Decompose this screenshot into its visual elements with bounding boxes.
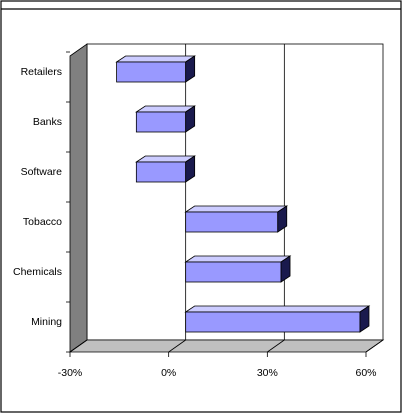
floor-gridline: [365, 339, 384, 353]
x-tick-label: 0%: [161, 367, 176, 379]
bar: [135, 105, 196, 133]
category-label: Mining: [31, 316, 62, 328]
floor-gridline: [69, 339, 88, 353]
x-tick-labels: -30% 0% 30% 60%: [58, 367, 377, 379]
floor-gridline: [168, 339, 186, 353]
x-tick-label: 30%: [257, 367, 278, 379]
bar: [135, 155, 196, 183]
x-tick-label: -30%: [58, 367, 83, 379]
bar-side: [185, 155, 196, 183]
bar-side: [359, 305, 370, 333]
x-tick-label: 60%: [355, 367, 376, 379]
bar-side: [280, 255, 291, 283]
bar-top: [135, 155, 196, 163]
bar-face: [185, 261, 282, 283]
bar-side: [185, 105, 196, 133]
category-label: Tobacco: [23, 216, 62, 228]
bar-top: [184, 305, 371, 313]
bar: [184, 255, 292, 283]
category-label: Retailers: [21, 66, 62, 78]
bar-face: [116, 61, 187, 83]
plot-back-wall: [86, 43, 384, 341]
bar-top: [184, 205, 289, 213]
bar-face: [185, 211, 279, 233]
bar-side: [185, 55, 196, 83]
bar: [184, 205, 289, 233]
bar: [115, 55, 196, 83]
bar: [184, 305, 371, 333]
plot-floor: [68, 339, 385, 353]
bar-face: [135, 111, 187, 133]
plot-side-wall: [69, 43, 88, 353]
bar-top: [184, 255, 292, 263]
bar-top: [115, 55, 196, 63]
category-label: Banks: [33, 116, 62, 128]
bar-top: [135, 105, 196, 113]
floor-gridline: [267, 339, 285, 353]
bars: [115, 55, 371, 333]
category-label: Chemicals: [13, 266, 62, 278]
category-labels: Retailers Banks Software Tobacco Chemicals Mi…: [13, 66, 62, 328]
bar-side: [277, 205, 288, 233]
bar-face: [135, 161, 187, 183]
category-label: Software: [21, 166, 63, 178]
bar-face: [185, 311, 361, 333]
gridlines: [66, 44, 384, 357]
